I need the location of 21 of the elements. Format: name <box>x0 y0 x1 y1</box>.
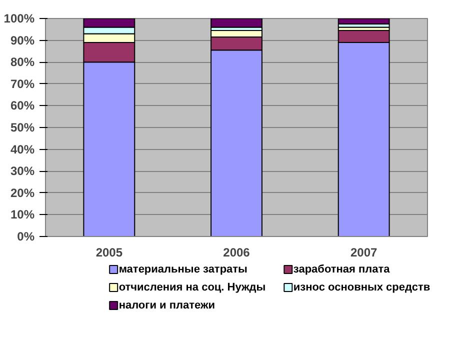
legend-label: материальные затраты <box>118 264 248 276</box>
legend-label: заработная плата <box>293 264 391 276</box>
y-tick-label: 90% <box>10 33 35 48</box>
legend-label: износ основных средств <box>293 282 430 294</box>
y-tick-label: 50% <box>10 120 35 134</box>
y-tick-label: 10% <box>10 208 35 222</box>
y-tick-label: 60% <box>10 98 35 113</box>
y-tick-label: 40% <box>10 142 35 156</box>
y-tick-label: 70% <box>10 76 35 91</box>
bar <box>210 18 262 28</box>
x-tick-label: 2005 <box>96 246 123 260</box>
legend-label: налоги и платежи <box>118 300 216 312</box>
x-tick-label: 2007 <box>350 246 378 260</box>
y-tick-label: 0% <box>17 230 35 244</box>
y-tick-label: 80% <box>10 55 35 70</box>
y-tick-label: 20% <box>10 186 35 200</box>
bar <box>338 18 390 24</box>
x-tick-label: 2006 <box>223 246 250 260</box>
y-tick-label: 100% <box>4 12 35 26</box>
legend-label: отчисления на соц. Нужды <box>118 282 266 294</box>
y-tick-label: 30% <box>10 164 35 178</box>
